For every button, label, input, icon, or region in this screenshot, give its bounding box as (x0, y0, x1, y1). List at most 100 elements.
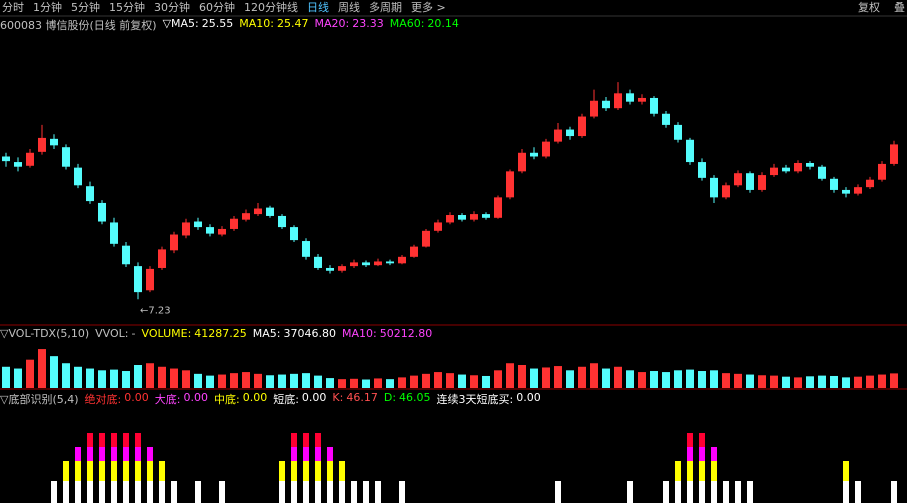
signal-bar (843, 461, 849, 481)
volume-bar (626, 370, 634, 388)
volume-bar (314, 375, 322, 388)
volume-bar (818, 375, 826, 388)
volume-bar (38, 349, 46, 388)
volume-bar (338, 379, 346, 388)
signal-bar (99, 461, 105, 481)
toolbar-button[interactable]: 叠 (894, 1, 905, 14)
signal-bar (123, 433, 129, 447)
toolbar-button[interactable]: 复权 (858, 1, 880, 14)
signal-bar (219, 481, 225, 503)
signal-bar (99, 481, 105, 503)
volume-bar (302, 373, 310, 388)
candle-body (854, 187, 862, 194)
candle-body (494, 197, 502, 218)
signal-bar (303, 433, 309, 447)
volume-bar (890, 373, 898, 388)
candle-body (458, 215, 466, 220)
candle-body (326, 267, 334, 271)
volume-bar (194, 373, 202, 388)
period-tab[interactable]: 更多 > (411, 1, 446, 14)
signal-bar (147, 447, 153, 461)
volume-bar (254, 373, 262, 388)
candle-body (842, 189, 850, 194)
volume-bar (662, 372, 670, 388)
candle-body (242, 213, 250, 220)
signal-bar (687, 481, 693, 503)
volume-bar (74, 366, 82, 388)
signal-bar (159, 481, 165, 503)
readout-label: MA60: (389, 17, 425, 30)
volume-bar (446, 373, 454, 388)
candle-body (302, 241, 310, 257)
period-tab[interactable]: 15分钟 (109, 1, 145, 14)
period-tab[interactable]: 60分钟 (199, 1, 235, 14)
readout: K: 46.17 (332, 391, 377, 407)
volume-bar (458, 374, 466, 388)
readout-value: 46.05 (399, 391, 431, 404)
candle-body (746, 173, 754, 190)
signal-bar (327, 481, 333, 503)
period-tab[interactable]: 1分钟 (33, 1, 62, 14)
signal-bar (687, 447, 693, 461)
signal-bar (735, 481, 741, 503)
indicator-header: ▽底部识别(5,4) 绝对底: 0.00 大底: 0.00 中底: 0.00 短底: 0.00… (0, 391, 541, 407)
period-tab[interactable]: 周线 (338, 1, 360, 14)
volume-bar (686, 369, 694, 388)
readout-label: MA10: (342, 327, 377, 340)
candle-body (506, 171, 514, 198)
candle-body (518, 152, 526, 172)
readout-value: 25.47 (276, 17, 309, 30)
readout-value: 50212.80 (379, 327, 433, 340)
volume-bar (398, 377, 406, 388)
readout: ▽MA5: 25.55 (163, 17, 234, 33)
readout-label: 绝对底: (84, 393, 122, 406)
candle-body (230, 218, 238, 229)
readout-value: 25.55 (201, 17, 234, 30)
signal-bar (687, 433, 693, 447)
volume-bar (830, 375, 838, 388)
period-tab[interactable]: 120分钟线 (244, 1, 298, 14)
signal-bar (279, 481, 285, 503)
volume-bar (542, 367, 550, 388)
candle-body (566, 129, 574, 137)
signal-bar (123, 447, 129, 461)
volume-bar (134, 365, 142, 388)
candle-body (266, 207, 274, 216)
volume-bar (578, 366, 586, 388)
readout-value: 46.17 (346, 391, 378, 404)
readout-value: 41287.25 (194, 327, 247, 340)
period-tab[interactable]: 分时 (2, 1, 24, 14)
signal-bar (135, 447, 141, 461)
period-tab[interactable]: 多周期 (369, 1, 402, 14)
readout: 连续3天短底买: 0.00 (437, 391, 541, 407)
signal-bar (315, 447, 321, 461)
candle-body (590, 100, 598, 117)
volume-bar (698, 371, 706, 388)
toolbar-right: 复权 叠 (858, 0, 905, 16)
volume-bar (50, 356, 58, 388)
signal-bar (303, 481, 309, 503)
signal-bar (687, 461, 693, 481)
candle-body (62, 147, 70, 167)
candle-body (698, 162, 706, 178)
readout: 绝对底: 0.00 (85, 391, 149, 407)
signal-bar (99, 433, 105, 447)
signal-bar (843, 481, 849, 503)
readout-label: MA20: (314, 17, 350, 30)
candle-body (794, 162, 802, 172)
readout-label: 中底: (213, 393, 240, 406)
volume-bar (230, 373, 238, 388)
signal-bar (711, 481, 717, 503)
volume-bar (770, 375, 778, 388)
candle-body (818, 166, 826, 179)
period-tab[interactable]: 30分钟 (154, 1, 190, 14)
candle-body (638, 97, 646, 102)
volume-bar (110, 369, 118, 388)
candle-body (602, 100, 610, 109)
signal-bar (327, 447, 333, 461)
candle-body (254, 208, 262, 215)
readout: MA10: 50212.80 (342, 327, 432, 340)
period-tab[interactable]: 5分钟 (71, 1, 100, 14)
period-tab[interactable]: 日线 (307, 1, 329, 14)
volume-bar (2, 366, 10, 388)
